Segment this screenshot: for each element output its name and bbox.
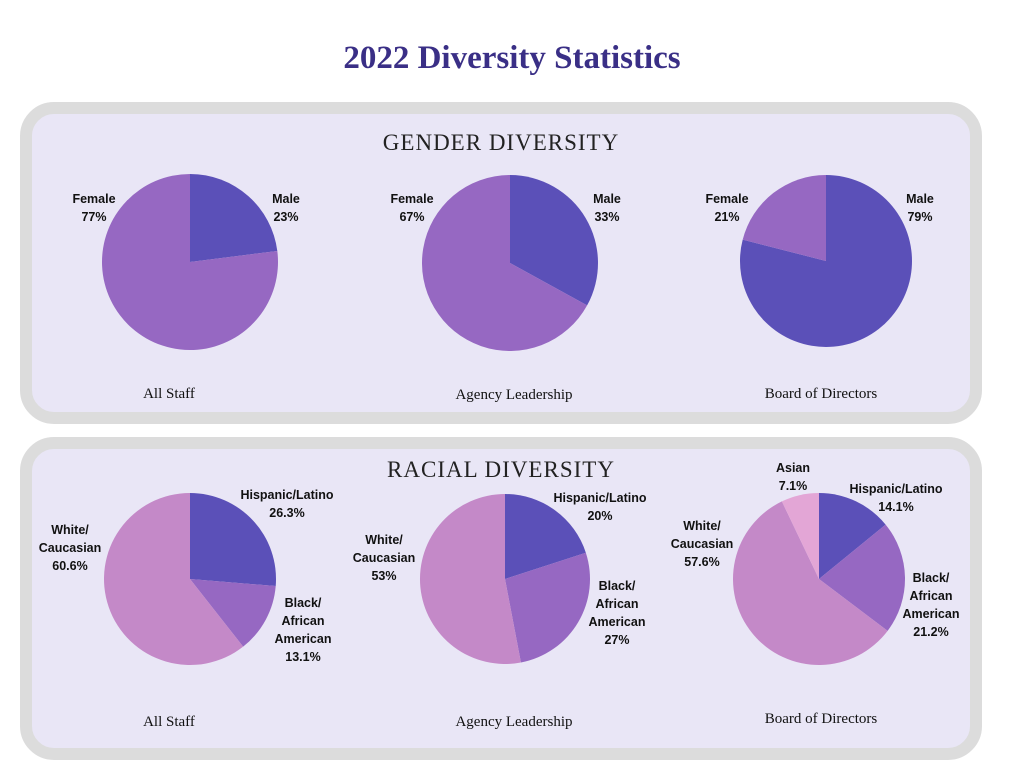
pie-slice-black [819, 524, 905, 631]
pie-slice-female [742, 175, 826, 261]
pie-slice-hispanic-latino [190, 493, 276, 587]
pie-slice-male [510, 175, 598, 306]
pie-chart-racial-diversity-agency-leadership: Hispanic/Latino 20% Black/African American 2… [353, 491, 647, 730]
slice-label-white: White/Caucasian 60.6% [39, 523, 102, 573]
pie-slice-white [419, 494, 521, 664]
slice-label-female: Female 21% [705, 192, 748, 224]
pie-slice-hispanic-latino [819, 493, 886, 579]
slice-label-hispanic-latino: Hispanic/Latino 14.1% [849, 482, 942, 514]
slice-label-black: Black/African American 21.2% [903, 571, 960, 639]
pie-slice-black [190, 579, 276, 647]
slice-label-female: Female 77% [72, 192, 115, 224]
slice-label-male: Male 33% [593, 192, 621, 224]
slice-label-asian: Asian 7.1% [776, 461, 810, 493]
pie-slice-female [421, 175, 588, 351]
chart-caption: Board of Directors [765, 386, 878, 402]
slice-label-white: White/Caucasian 57.6% [671, 519, 734, 569]
slice-label-female: Female 67% [390, 192, 433, 224]
slice-label-male: Male 79% [906, 192, 934, 224]
pie-slice-white [104, 493, 244, 665]
pie-chart-gender-diversity-agency-leadership: Male 33% Female 67% Agency Leadership [390, 175, 621, 403]
chart-caption: Agency Leadership [455, 714, 572, 730]
pie-slice-white [732, 501, 888, 666]
pie-slice-female [102, 174, 279, 350]
pie-slice-asian [781, 493, 819, 579]
pie-slice-male [739, 175, 912, 348]
pie-slice-hispanic-latino [505, 494, 586, 579]
chart-caption: All Staff [143, 714, 195, 730]
pie-chart-gender-diversity-board-of-directors: Male 79% Female 21% Board of Directors [705, 175, 934, 402]
slice-label-black: Black/African American 27% [589, 579, 646, 647]
pie-chart-gender-diversity-all-staff: Male 23% Female 77% All Staff [72, 174, 300, 402]
slice-label-male: Male 23% [272, 192, 300, 224]
pie-slice-male [190, 174, 278, 262]
pie-chart-racial-diversity-all-staff: Hispanic/Latino 26.3% Black/African America… [39, 488, 334, 730]
racial-diversity-heading: RACIAL DIVERSITY [387, 457, 615, 482]
chart-caption: Board of Directors [765, 711, 878, 727]
gender-diversity-heading: GENDER DIVERSITY [382, 130, 620, 155]
slice-label-hispanic-latino: Hispanic/Latino 20% [553, 491, 646, 523]
pie-chart-racial-diversity-board-of-directors: Hispanic/Latino 14.1% Black/African America… [671, 461, 960, 727]
chart-caption: Agency Leadership [455, 387, 572, 403]
slice-label-hispanic-latino: Hispanic/Latino 26.3% [240, 488, 333, 520]
slice-label-white: White/Caucasian 53% [353, 533, 416, 583]
chart-caption: All Staff [143, 386, 195, 402]
slice-label-black: Black/African American 13.1% [275, 596, 332, 664]
page-title: 2022 Diversity Statistics [343, 40, 681, 76]
pie-slice-black [505, 552, 591, 663]
